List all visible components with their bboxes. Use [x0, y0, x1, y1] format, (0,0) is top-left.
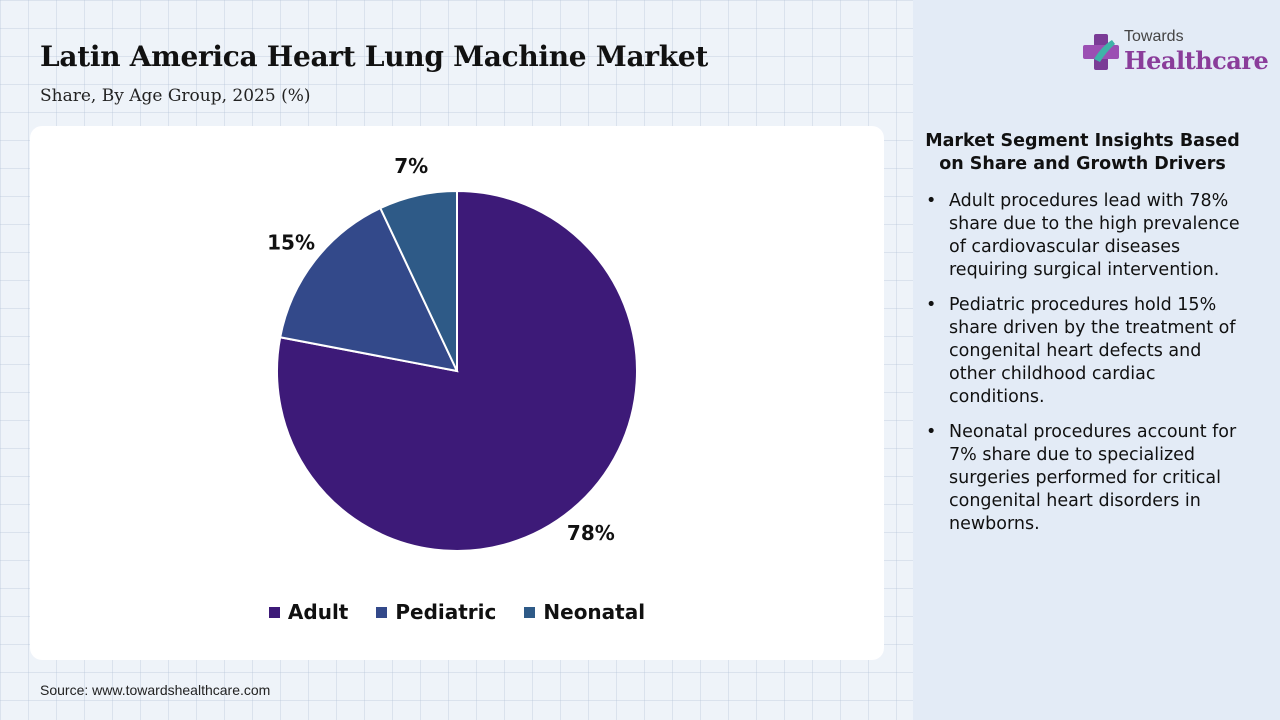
insight-item: • Pediatric procedures hold 15% share dri… [926, 294, 1246, 409]
pie-chart: 78% 15% 7% [267, 154, 638, 552]
chart-card: 78% 15% 7% Adult Pediatric Neonatal [30, 126, 884, 660]
pie-slice-adult [276, 189, 638, 552]
chart-title: Latin America Heart Lung Machine Market [40, 40, 709, 73]
insight-text: Neonatal procedures account for 7% share… [949, 422, 1237, 534]
chart-subtitle: Share, By Age Group, 2025 (%) [40, 86, 311, 106]
pie-label-adult: 78% [567, 521, 615, 545]
legend-item-neonatal: Neonatal [524, 600, 645, 624]
bullet-dot: • [926, 422, 937, 442]
insights-panel [913, 0, 1280, 720]
pie-label-pediatric: 15% [267, 230, 315, 254]
bullet-dot: • [926, 191, 937, 211]
pie-label-neonatal: 7% [394, 154, 428, 178]
legend-label-pediatric: Pediatric [395, 600, 497, 624]
insights-list: • Adult procedures lead with 78% share du… [926, 190, 1246, 548]
insight-text: Adult procedures lead with 78% share due… [949, 191, 1240, 280]
insights-heading: Market Segment Insights Based on Share a… [925, 131, 1240, 174]
insight-item: • Neonatal procedures account for 7% shar… [926, 421, 1246, 536]
chart-legend: Adult Pediatric Neonatal [30, 600, 884, 624]
logo-text-big: Healthcare [1124, 46, 1269, 75]
pie-slice-neonatal [379, 189, 458, 372]
brand-logo: Towards Healthcare [1082, 28, 1269, 78]
legend-label-neonatal: Neonatal [543, 600, 646, 624]
logo-text-small: Towards [1124, 28, 1184, 45]
legend-item-pediatric: Pediatric [376, 600, 496, 624]
legend-item-adult: Adult [268, 600, 349, 624]
legend-swatch-pediatric [376, 606, 388, 618]
bullet-dot: • [926, 295, 937, 315]
insight-item: • Adult procedures lead with 78% share du… [926, 190, 1246, 282]
plus-cross-icon [1083, 34, 1119, 70]
legend-swatch-neonatal [524, 606, 536, 618]
legend-swatch-adult [268, 606, 280, 618]
insight-text: Pediatric procedures hold 15% share driv… [949, 295, 1236, 407]
legend-label-adult: Adult [287, 600, 349, 624]
source-note: Source: www.towardshealthcare.com [40, 682, 271, 698]
pie-slice-pediatric [279, 206, 459, 373]
